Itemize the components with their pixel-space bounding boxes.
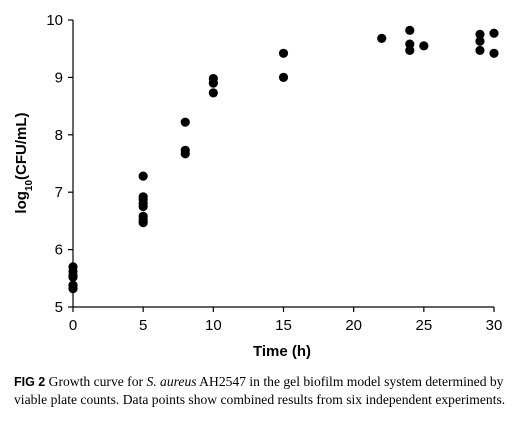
x-tick-label: 15 [275, 317, 292, 334]
x-tick-label: 10 [205, 317, 222, 334]
y-tick-label: 6 [55, 242, 63, 259]
data-point [475, 45, 485, 56]
caption-label: FIG 2 [14, 375, 46, 389]
y-axis-title-prefix: log [13, 191, 30, 214]
data-point [138, 201, 148, 212]
data-point [377, 33, 387, 43]
x-tick-label: 30 [486, 317, 503, 334]
x-tick-label: 5 [139, 317, 147, 334]
growth-curve-chart: 5 6 7 8 9 10 0 5 10 15 20 25 30 Time (h) log10(CFU/m… [13, 12, 502, 360]
data-point [278, 72, 289, 82]
y-tick-label: 7 [55, 184, 63, 201]
y-axis-title: log10(CFU/mL) [13, 112, 35, 213]
data-point [475, 29, 485, 39]
data-point [138, 218, 148, 228]
x-tick-label: 25 [415, 317, 432, 334]
data-points [68, 25, 499, 294]
data-point [68, 272, 78, 282]
y-tick-label: 8 [55, 127, 63, 144]
data-point [68, 284, 78, 294]
data-point [489, 28, 499, 38]
data-point [208, 78, 218, 88]
data-point [180, 149, 190, 159]
y-tick-label: 9 [55, 69, 63, 86]
data-point [405, 45, 415, 56]
y-axis-title-subscript: 10 [24, 180, 35, 192]
x-tick-label: 20 [345, 317, 362, 334]
caption-text-after: AH2547 in the gel biofilm model system d… [14, 374, 506, 407]
data-point [475, 36, 485, 46]
data-point [278, 48, 289, 58]
caption-text-before: Growth curve for [45, 374, 147, 389]
data-point [405, 25, 415, 35]
data-point [419, 41, 429, 51]
data-point [489, 48, 499, 58]
x-tick-label: 0 [69, 317, 77, 334]
caption-species: S. aureus [146, 374, 197, 389]
data-point [180, 117, 190, 127]
y-tick-label: 5 [55, 299, 63, 316]
data-point [138, 171, 148, 181]
figure-caption: FIG 2 Growth curve for S. aureus AH2547 … [14, 373, 514, 408]
x-axis-title: Time (h) [253, 343, 311, 360]
y-tick-label: 10 [46, 12, 63, 29]
data-point [208, 88, 218, 98]
data-point [405, 39, 415, 49]
y-axis-title-suffix: (CFU/mL) [13, 112, 30, 180]
